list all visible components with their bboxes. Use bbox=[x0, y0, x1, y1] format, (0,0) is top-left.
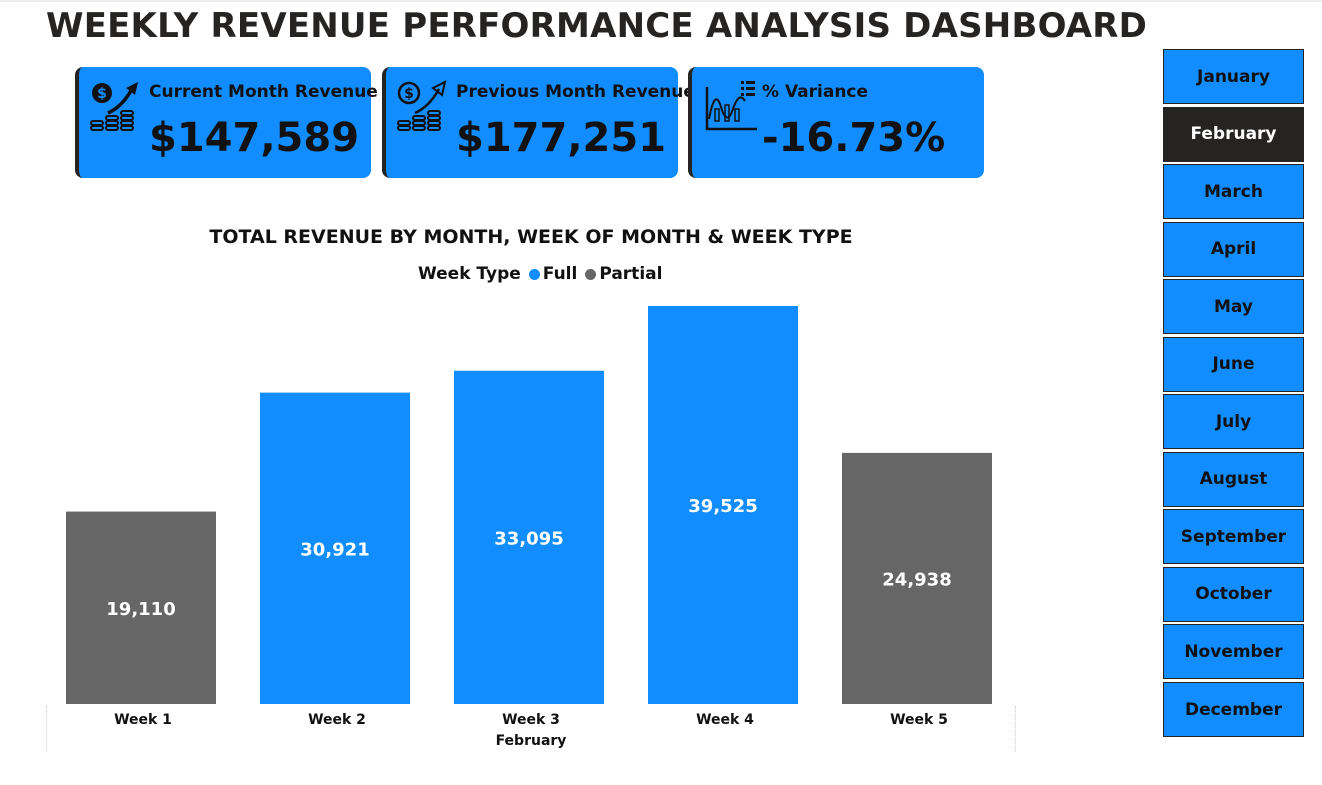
axis-right-border bbox=[1015, 706, 1016, 752]
legend-label: Full bbox=[542, 264, 578, 284]
kpi-card-current-month: $ Current Month Revenue $147,589 bbox=[75, 67, 378, 178]
money-growth-icon: $ bbox=[88, 79, 144, 135]
data-label: 39,525 bbox=[688, 496, 757, 517]
chart-title: TOTAL REVENUE BY MONTH, WEEK OF MONTH & … bbox=[209, 226, 853, 248]
month-button-january[interactable]: January bbox=[1163, 49, 1304, 104]
month-button-november[interactable]: November bbox=[1163, 624, 1304, 680]
x-tick-label: Week 4 bbox=[696, 712, 754, 728]
top-border bbox=[0, 0, 1322, 2]
page-title: WEEKLY REVENUE PERFORMANCE ANALYSIS DASH… bbox=[46, 6, 1148, 46]
legend-dot-partial bbox=[585, 268, 597, 280]
legend-title: Week Type bbox=[418, 264, 521, 284]
bar-week-1[interactable] bbox=[66, 511, 216, 704]
legend-label: Partial bbox=[599, 264, 663, 284]
legend-dot-full bbox=[528, 268, 540, 280]
svg-text:$: $ bbox=[404, 86, 414, 102]
kpi-value: $147,589 bbox=[149, 115, 360, 161]
bar-week-5[interactable] bbox=[842, 452, 992, 704]
kpi-label: Previous Month Revenue bbox=[456, 82, 695, 102]
kpi-value: -16.73% bbox=[762, 115, 946, 161]
bar-week-4[interactable] bbox=[648, 306, 798, 704]
month-button-august[interactable]: August bbox=[1163, 451, 1304, 507]
x-tick-label: Week 2 bbox=[308, 712, 366, 728]
month-button-september[interactable]: September bbox=[1163, 509, 1304, 565]
kpi-card-previous-month: $ Previous Month Revenue $177,251 bbox=[382, 67, 695, 178]
month-button-february[interactable]: February bbox=[1163, 106, 1304, 162]
kpi-value: $177,251 bbox=[456, 115, 667, 161]
data-label: 33,095 bbox=[494, 528, 563, 549]
month-button-june[interactable]: June bbox=[1163, 336, 1304, 392]
data-label: 30,921 bbox=[300, 539, 369, 560]
kpi-card-variance: % Variance -16.73% bbox=[688, 67, 984, 178]
x-tick-label: Week 3 bbox=[502, 712, 560, 728]
legend-item-partial[interactable]: Partial bbox=[585, 264, 662, 284]
axis-left-border bbox=[46, 706, 47, 752]
x-tick-label: Week 1 bbox=[114, 712, 172, 728]
money-growth-icon: $ bbox=[395, 79, 451, 135]
month-button-april[interactable]: April bbox=[1163, 221, 1304, 277]
variance-chart-icon bbox=[701, 79, 761, 135]
month-slicer: January February March April May June July Augu… bbox=[1163, 49, 1304, 740]
month-button-october[interactable]: October bbox=[1163, 566, 1304, 622]
kpi-label: Current Month Revenue bbox=[149, 82, 378, 102]
bar-week-2[interactable] bbox=[260, 392, 410, 704]
bar-week-3[interactable] bbox=[454, 370, 604, 704]
kpi-label: % Variance bbox=[762, 82, 869, 102]
month-button-july[interactable]: July bbox=[1163, 394, 1304, 450]
revenue-bar-chart: 19,110 Week 1 30,921 Week 2 33,095 Week 3 39,5… bbox=[66, 306, 992, 749]
month-button-may[interactable]: May bbox=[1163, 279, 1304, 335]
legend-item-full[interactable]: Full bbox=[528, 264, 578, 284]
chart-legend: Week Type Full Partial bbox=[418, 264, 662, 284]
data-label: 24,938 bbox=[882, 569, 951, 590]
month-button-december[interactable]: December bbox=[1163, 682, 1304, 738]
x-tick-label: Week 5 bbox=[890, 712, 948, 728]
month-button-march[interactable]: March bbox=[1163, 164, 1304, 220]
svg-text:$: $ bbox=[97, 86, 107, 102]
x-group-label: February bbox=[496, 733, 567, 749]
data-label: 19,110 bbox=[106, 599, 175, 620]
